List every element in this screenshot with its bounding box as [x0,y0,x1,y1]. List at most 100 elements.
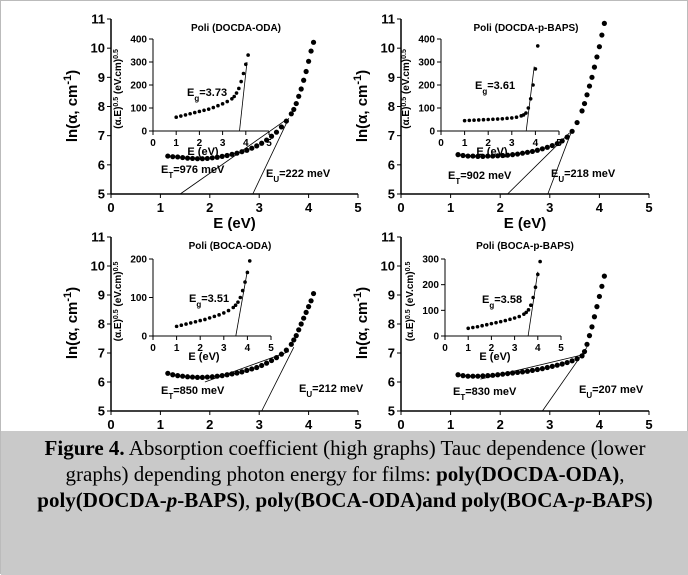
data-point [204,155,210,162]
data-point [591,314,598,320]
data-point [510,370,516,376]
data-point [288,111,294,117]
text-part: ln(α, cm [354,85,371,143]
data-point [519,369,526,375]
data-point [519,150,526,156]
data-point [564,359,570,366]
superscript: -1 [352,75,364,85]
y-tick-label: 5 [98,187,105,202]
data-point [259,140,265,146]
subscript: U [306,390,312,399]
data-point [184,322,188,326]
data-point [308,48,314,54]
data-point [476,118,481,122]
data-point [308,298,314,304]
data-point [188,111,192,116]
caption-text: Absorption coefficient (high graphs) Tau… [65,436,646,486]
x-tick-label: 4 [535,343,541,354]
y-tick-label: 7 [98,128,105,143]
x-tick-label: 2 [489,343,495,354]
data-point [298,321,304,327]
data-point [480,373,486,379]
data-point [207,316,212,320]
x-tick-label: 5 [558,343,564,354]
data-point [498,319,503,324]
x-tick-label: 0 [397,200,404,215]
fit-line [527,271,539,337]
data-point [170,372,176,378]
y-tick-label: 100 [130,293,147,304]
inset-annotation: Eg=3.58 [482,294,522,310]
panel-title: Poli (DOCDA-ODA) [191,23,281,34]
x-tick-label: 3 [509,138,515,149]
data-point [480,153,486,159]
data-point [229,151,235,157]
data-point [180,373,186,379]
y-axis-label: ln(α, cm-1) [352,287,371,359]
data-point [224,152,230,159]
text-part: E [189,293,196,305]
x-tick-label: 3 [256,417,263,431]
data-point [239,369,245,375]
data-point [219,153,225,159]
x-tick-label: 3 [256,200,263,215]
data-point [539,366,545,372]
caption-text: Figure 4. [44,436,125,460]
data-point [310,39,317,45]
data-point [505,152,511,158]
data-point [500,117,505,121]
data-point [467,118,472,123]
data-point [510,152,516,158]
data-point [460,152,466,159]
data-point [301,315,307,321]
caption-text: poly(DOCDA- [37,488,167,512]
y-tick-label: 300 [422,255,439,266]
x-tick-label: 2 [206,417,213,431]
data-point [554,140,560,147]
text-part: (α.E) [113,319,124,341]
y-tick-label: 11 [381,230,395,245]
data-point [175,154,181,160]
panel-title: Poli (DOCDA-p-BAPS) [474,23,579,34]
text-part: E [448,170,455,182]
panel-title: Poli (BOCA-p-BAPS) [476,241,574,252]
data-point [574,356,580,362]
data-point [209,374,215,380]
fit-line [252,118,290,195]
fit-line [239,61,248,132]
text-part: =3.58 [494,294,522,306]
data-point [589,74,595,80]
y-tick-label: 0 [141,332,147,343]
data-point [212,314,217,319]
data-point [234,91,239,95]
data-point [460,373,466,379]
data-point [470,153,476,159]
x-tick-label: 0 [150,138,156,149]
text-part: (eV.cm) [401,59,412,97]
subscript: T [455,177,460,186]
data-point [475,153,481,159]
text-part: E [187,87,194,99]
data-point [486,117,491,122]
subscript: g [482,87,487,96]
data-point [529,148,536,155]
x-tick-label: 5 [266,138,272,149]
y-axis-label: ln(α, cm-1) [62,287,81,359]
y-tick-label: 200 [418,81,435,92]
y-axis-label: ln(α, cm-1) [62,70,81,142]
data-point [165,370,171,376]
data-point [244,62,248,67]
data-point [594,54,600,60]
data-point [514,151,521,157]
data-point [471,325,475,330]
data-point [533,285,538,290]
superscript: 0.5 [401,49,408,59]
data-point [596,44,603,50]
caption-text: poly(DOCDA-ODA) [436,462,620,486]
y-tick-label: 8 [388,99,395,114]
caption-text: , [619,462,625,486]
data-point [237,86,241,91]
x-tick-label: 1 [447,200,454,215]
